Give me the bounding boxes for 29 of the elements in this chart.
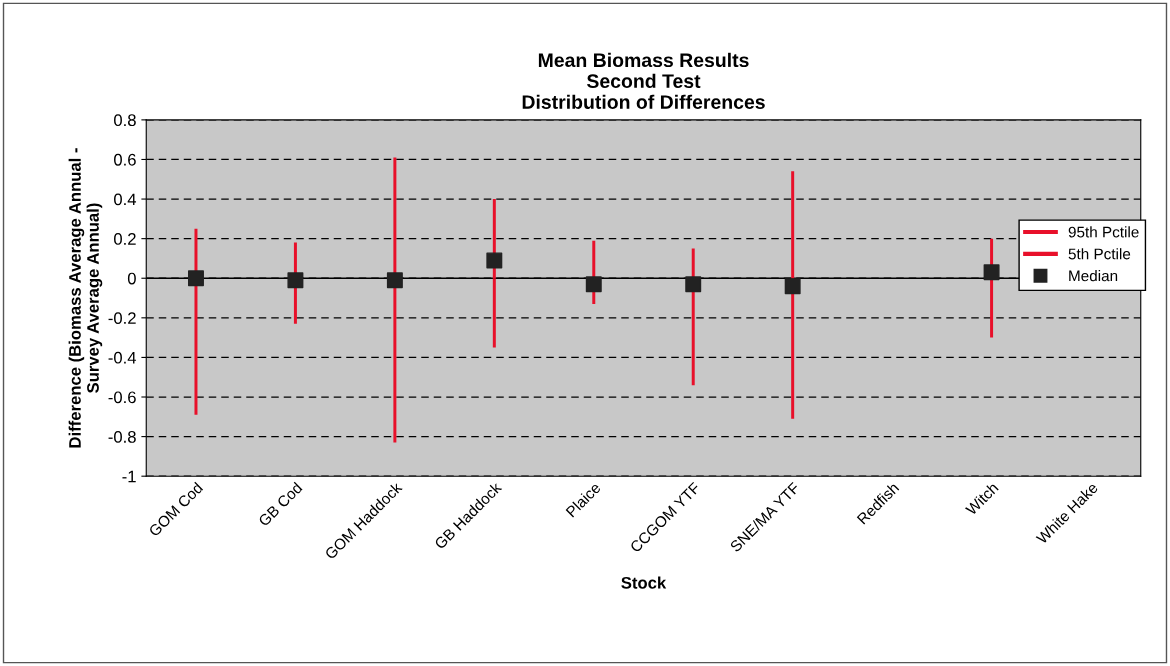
bar [990,278,994,338]
point [784,278,801,295]
y-tick-label: 0.6 [114,153,136,166]
y-tick-label: 0.8 [114,114,136,127]
y-tick-label: 0 [127,272,136,285]
point [386,272,403,289]
bar [691,248,695,279]
y-tick-label: 0.4 [114,193,137,206]
point [983,264,1000,281]
y-axis-title: Difference (Biomass Average Annual - Survey Average Annual) [68,148,103,448]
y-tick-label: -0.2 [108,312,136,325]
y-tick-label: -0.6 [108,391,136,404]
y-tick-label: -0.8 [108,431,136,443]
point [287,272,304,289]
x-tick-label: GB Cod [257,481,303,527]
point [685,276,702,293]
point [585,276,602,293]
legend-label: Median [1069,270,1118,282]
y-tick-label: -1 [122,470,136,483]
bar [791,171,795,279]
y-tick-label: -0.4 [108,351,137,364]
point [486,252,503,269]
y-tick-label: 0.2 [114,233,136,245]
bar [592,240,596,279]
legend-label: 95th Pctile [1068,226,1139,238]
legend-label: 5th Pctile [1068,248,1131,260]
point [187,270,204,287]
chart-title: Mean Biomass Results Second Test Distribution of Differences [522,52,765,109]
x-axis-title: Stock [621,576,667,589]
